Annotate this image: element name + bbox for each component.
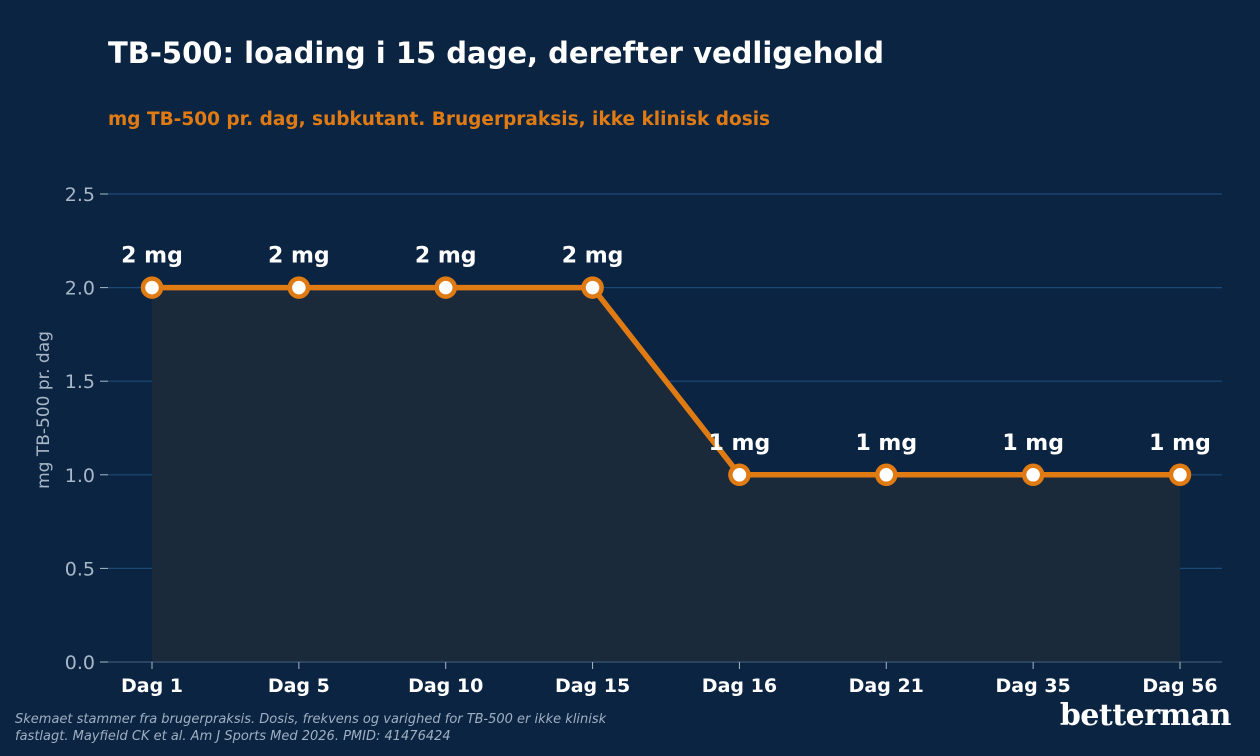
y-tick-labels: 0.0 0.5 1.0 1.5 2.0 2.5 (65, 184, 95, 674)
data-points (140, 276, 1192, 487)
area-region (152, 287, 1180, 662)
x-tick-label: Dag 1 (121, 675, 183, 697)
data-label: 2 mg (121, 244, 183, 269)
data-point (875, 463, 898, 487)
x-tick-label: Dag 35 (996, 675, 1071, 697)
data-label: 2 mg (268, 244, 330, 269)
area-fill (152, 287, 1180, 662)
y-axis-label: mg TB-500 pr. dag (34, 331, 54, 489)
x-tick-label: Dag 16 (702, 675, 777, 697)
x-tick-label: Dag 56 (1142, 675, 1217, 697)
data-point (728, 463, 751, 487)
data-point (1168, 463, 1192, 487)
x-tick-label: Dag 10 (408, 675, 483, 697)
data-label: 2 mg (415, 244, 477, 269)
data-label: 1 mg (709, 431, 771, 456)
brand-logo: betterman (1059, 698, 1232, 733)
data-point (287, 276, 311, 299)
data-point (1021, 463, 1045, 487)
series-line-path (149, 284, 1183, 478)
data-label: 2 mg (562, 244, 624, 269)
data-label: 1 mg (1002, 431, 1064, 456)
x-tick-label: Dag 15 (555, 675, 630, 697)
data-labels: 2 mg 2 mg 2 mg 2 mg 1 mg 1 mg 1 mg 1 mg (121, 244, 1211, 456)
y-tick-label: 1.5 (65, 371, 95, 393)
data-label: 1 mg (1149, 431, 1211, 456)
footnote: Skemaet stammer fra brugerpraksis. Dosis… (15, 712, 607, 744)
chart-title: TB-500: loading i 15 dage, derefter vedl… (108, 36, 884, 70)
series-line (149, 284, 1183, 478)
data-label: 1 mg (855, 431, 917, 456)
y-tick-label: 0.0 (65, 652, 95, 674)
chart-subtitle: mg TB-500 pr. dag, subkutant. Brugerprak… (108, 109, 771, 130)
axes (100, 193, 1222, 669)
x-tick-labels: Dag 1 Dag 5 Dag 10 Dag 15 Dag 16 Dag 21 Dag 35… (121, 675, 1218, 697)
y-tick-label: 0.5 (65, 558, 95, 580)
y-tick-label: 1.0 (65, 465, 95, 487)
y-tick-label: 2.0 (65, 278, 95, 300)
x-tick-label: Dag 21 (849, 675, 924, 697)
data-point (434, 276, 457, 299)
data-point (581, 276, 604, 299)
y-tick-label: 2.5 (65, 184, 95, 206)
data-point (140, 276, 164, 299)
x-tick-label: Dag 5 (268, 675, 330, 697)
